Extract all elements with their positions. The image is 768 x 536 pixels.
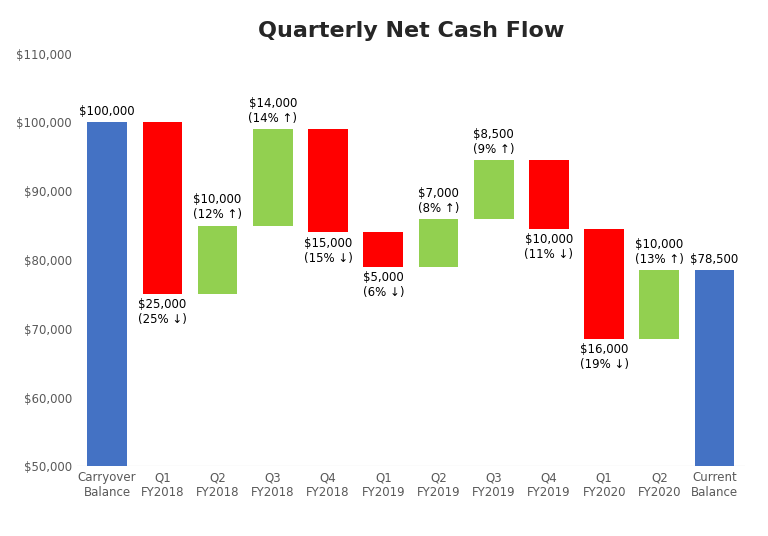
Text: $100,000: $100,000 <box>79 105 135 118</box>
Bar <box>419 219 458 267</box>
Text: $16,000
(19% ↓): $16,000 (19% ↓) <box>580 343 629 371</box>
Text: $25,000
(25% ↓): $25,000 (25% ↓) <box>138 299 187 326</box>
Text: $10,000
(11% ↓): $10,000 (11% ↓) <box>525 233 574 261</box>
Bar <box>308 129 348 233</box>
Title: Quarterly Net Cash Flow: Quarterly Net Cash Flow <box>258 21 564 41</box>
Bar <box>584 229 624 339</box>
Text: $8,500
(9% ↑): $8,500 (9% ↑) <box>473 128 515 156</box>
Bar <box>474 160 514 219</box>
Bar <box>695 270 734 466</box>
Text: $15,000
(15% ↓): $15,000 (15% ↓) <box>303 236 353 265</box>
Text: $10,000
(13% ↑): $10,000 (13% ↑) <box>635 238 684 266</box>
Bar <box>640 270 679 339</box>
Text: $14,000
(14% ↑): $14,000 (14% ↑) <box>248 97 297 125</box>
Text: $10,000
(12% ↑): $10,000 (12% ↑) <box>193 193 242 221</box>
Text: $78,500: $78,500 <box>690 253 739 266</box>
Bar <box>363 233 403 267</box>
Text: $7,000
(8% ↑): $7,000 (8% ↑) <box>418 187 459 214</box>
Bar <box>529 160 569 229</box>
Bar <box>253 129 293 226</box>
Bar <box>88 122 127 466</box>
Bar <box>197 226 237 294</box>
Bar <box>143 122 182 294</box>
Text: $5,000
(6% ↓): $5,000 (6% ↓) <box>362 271 404 299</box>
